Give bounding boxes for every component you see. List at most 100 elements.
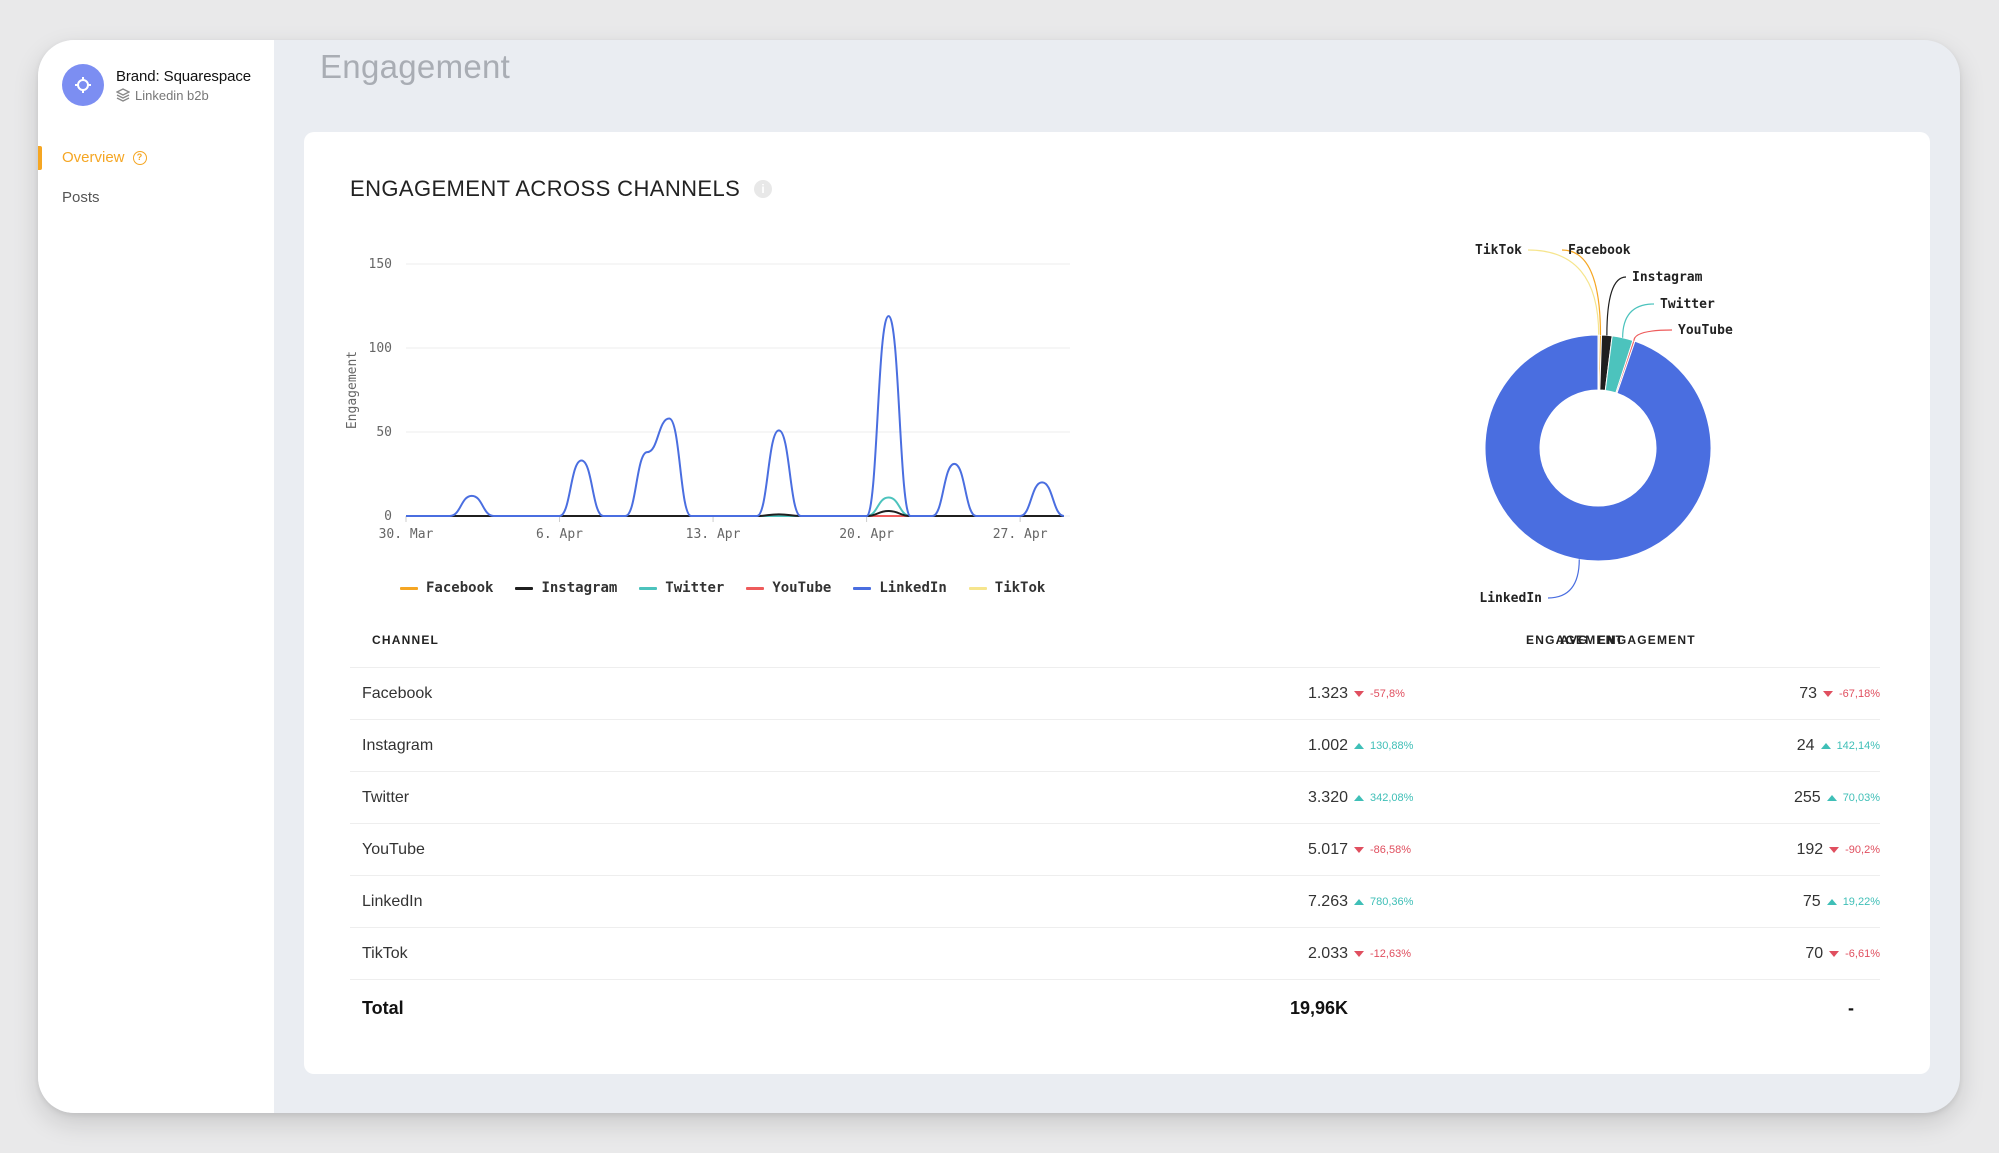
column-header-engagement[interactable]: ENGAGEMENT bbox=[1526, 632, 1625, 647]
arrow-down-icon bbox=[1354, 846, 1364, 853]
legend-label: LinkedIn bbox=[879, 580, 947, 596]
card-title-text: ENGAGEMENT ACROSS CHANNELS bbox=[350, 176, 741, 201]
sidebar-item-label: Overview bbox=[62, 149, 125, 166]
avg-engagement-delta-value: -6,61% bbox=[1845, 947, 1880, 960]
engagement-delta: 342,08% bbox=[1354, 792, 1413, 804]
channel-name: Facebook bbox=[362, 684, 433, 702]
slice-label: YouTube bbox=[1678, 323, 1733, 338]
sidebar-item-posts[interactable]: Posts bbox=[38, 178, 274, 218]
avg-engagement-value: 255 bbox=[1793, 788, 1821, 806]
arrow-down-icon bbox=[1823, 690, 1834, 697]
engagement-value: 7.263 bbox=[1307, 892, 1348, 910]
avg-engagement-delta: 142,14% bbox=[1820, 739, 1880, 752]
help-icon[interactable]: ? bbox=[132, 151, 147, 165]
avg-engagement-value: 73 bbox=[1799, 684, 1818, 702]
engagement-line-chart: 0 50 100 150 Engagement 30. Mar 6. Apr 13. Apr 2… bbox=[345, 257, 1070, 542]
avg-engagement-value: 24 bbox=[1796, 736, 1815, 754]
legend-label: Facebook bbox=[426, 580, 494, 596]
x-tick-label: 20. Apr bbox=[839, 527, 894, 542]
arrow-down-icon bbox=[1354, 950, 1364, 957]
y-tick-label: 100 bbox=[369, 341, 392, 356]
legend-swatch bbox=[639, 586, 658, 590]
avg-engagement-delta: -6,61% bbox=[1829, 948, 1880, 960]
brand-switcher[interactable]: Brand: Squarespace Linkedin b2b bbox=[62, 64, 251, 106]
avg-engagement-delta-value: 19,22% bbox=[1842, 895, 1880, 908]
engagement-delta-value: 342,08% bbox=[1370, 791, 1414, 804]
avg-engagement-value: 75 bbox=[1802, 892, 1821, 910]
table-row: YouTube 5.017 -86,58% 192 -90,2% bbox=[350, 824, 1880, 876]
column-header-avg-engagement[interactable]: AVG. ENGAGEMENT bbox=[1560, 632, 1696, 647]
legend-item-twitter[interactable]: Twitter bbox=[639, 580, 724, 596]
y-tick-label: 50 bbox=[376, 425, 392, 440]
total-label: Total bbox=[362, 997, 404, 1018]
y-tick-label: 150 bbox=[369, 257, 392, 272]
table-row: Twitter 3.320 342,08% 255 70,03% bbox=[350, 772, 1880, 824]
slice-label: LinkedIn bbox=[1479, 591, 1542, 606]
avg-engagement-delta-value: -90,2% bbox=[1845, 843, 1880, 856]
table-total-row: Total 19,96K - bbox=[350, 980, 1880, 1036]
sidebar-item-label: Posts bbox=[62, 189, 100, 206]
channel-name: Instagram bbox=[362, 736, 434, 754]
avg-engagement-delta: 19,22% bbox=[1826, 895, 1880, 908]
series-line-twitter[interactable] bbox=[406, 496, 1064, 517]
legend-item-facebook[interactable]: Facebook bbox=[400, 580, 493, 596]
arrow-down-icon bbox=[1829, 950, 1840, 957]
avg-engagement-delta: 70,03% bbox=[1826, 792, 1880, 804]
avg-engagement-delta: -67,18% bbox=[1823, 688, 1880, 700]
engagement-value: 2.033 bbox=[1307, 944, 1348, 962]
avg-engagement-delta: -90,2% bbox=[1829, 844, 1880, 856]
table-row: Instagram 1.002 130,88% 24 142,14% bbox=[350, 720, 1880, 772]
legend-swatch bbox=[968, 586, 987, 590]
legend-item-youtube[interactable]: YouTube bbox=[746, 580, 831, 596]
layers-icon bbox=[116, 88, 130, 102]
engagement-value: 3.320 bbox=[1307, 788, 1348, 806]
sidebar: Brand: Squarespace Linkedin b2b Overview… bbox=[38, 40, 274, 1113]
slice-label: Facebook bbox=[1568, 243, 1631, 258]
arrow-up-icon bbox=[1826, 898, 1837, 905]
arrow-up-icon bbox=[1354, 898, 1364, 905]
legend-swatch bbox=[515, 586, 534, 590]
engagement-delta: -12,63% bbox=[1354, 948, 1411, 960]
engagement-delta-value: -86,58% bbox=[1370, 843, 1411, 856]
y-axis-label: Engagement bbox=[345, 351, 360, 429]
app-window: Brand: Squarespace Linkedin b2b Overview… bbox=[38, 40, 1960, 1113]
arrow-up-icon bbox=[1354, 742, 1364, 749]
series-line-linkedin[interactable] bbox=[406, 315, 1065, 517]
table-body: Facebook 1.323 -57,8% 73 -67,18% Instagr… bbox=[350, 668, 1880, 980]
channel-name: LinkedIn bbox=[362, 892, 423, 910]
slice-linkedin[interactable] bbox=[1484, 334, 1712, 562]
engagement-delta: -86,58% bbox=[1354, 844, 1411, 856]
x-tick-label: 6. Apr bbox=[536, 527, 583, 542]
info-icon[interactable]: i bbox=[754, 180, 773, 198]
table-header: CHANNEL ENGAGEMENT AVG. ENGAGEMENT bbox=[350, 612, 1880, 668]
arrow-up-icon bbox=[1826, 794, 1837, 801]
table-row: Facebook 1.323 -57,8% 73 -67,18% bbox=[350, 668, 1880, 720]
chart-legend: Facebook Instagram Twitter YouTube LinkedIn T… bbox=[400, 580, 1067, 596]
legend-item-tiktok[interactable]: TikTok bbox=[968, 580, 1045, 596]
connector-line bbox=[1633, 329, 1673, 341]
total-avg-engagement: - bbox=[1848, 997, 1854, 1018]
engagement-delta-value: 780,36% bbox=[1370, 895, 1414, 908]
brand-name: Brand: Squarespace bbox=[116, 67, 251, 85]
sidebar-item-overview[interactable]: Overview ? bbox=[38, 138, 274, 178]
slice-label: Instagram bbox=[1632, 270, 1703, 285]
column-header-channel[interactable]: CHANNEL bbox=[372, 632, 440, 647]
engagement-delta: 780,36% bbox=[1354, 896, 1413, 908]
engagement-delta-value: 130,88% bbox=[1370, 739, 1414, 752]
channel-name: TikTok bbox=[362, 944, 408, 962]
slice-label: Twitter bbox=[1660, 297, 1715, 312]
legend-item-instagram[interactable]: Instagram bbox=[515, 580, 617, 596]
y-tick-label: 0 bbox=[384, 509, 392, 524]
avg-engagement-value: 70 bbox=[1805, 944, 1824, 962]
brand-sub: Linkedin b2b bbox=[116, 88, 251, 103]
arrow-down-icon bbox=[1829, 846, 1840, 853]
legend-label: Twitter bbox=[665, 580, 725, 596]
legend-swatch bbox=[746, 586, 765, 590]
connector-line bbox=[1527, 249, 1600, 336]
arrow-up-icon bbox=[1820, 742, 1831, 749]
legend-item-linkedin[interactable]: LinkedIn bbox=[853, 580, 947, 596]
legend-label: Instagram bbox=[541, 580, 618, 596]
channel-name: Twitter bbox=[362, 788, 410, 806]
avg-engagement-delta-value: 142,14% bbox=[1836, 739, 1880, 752]
